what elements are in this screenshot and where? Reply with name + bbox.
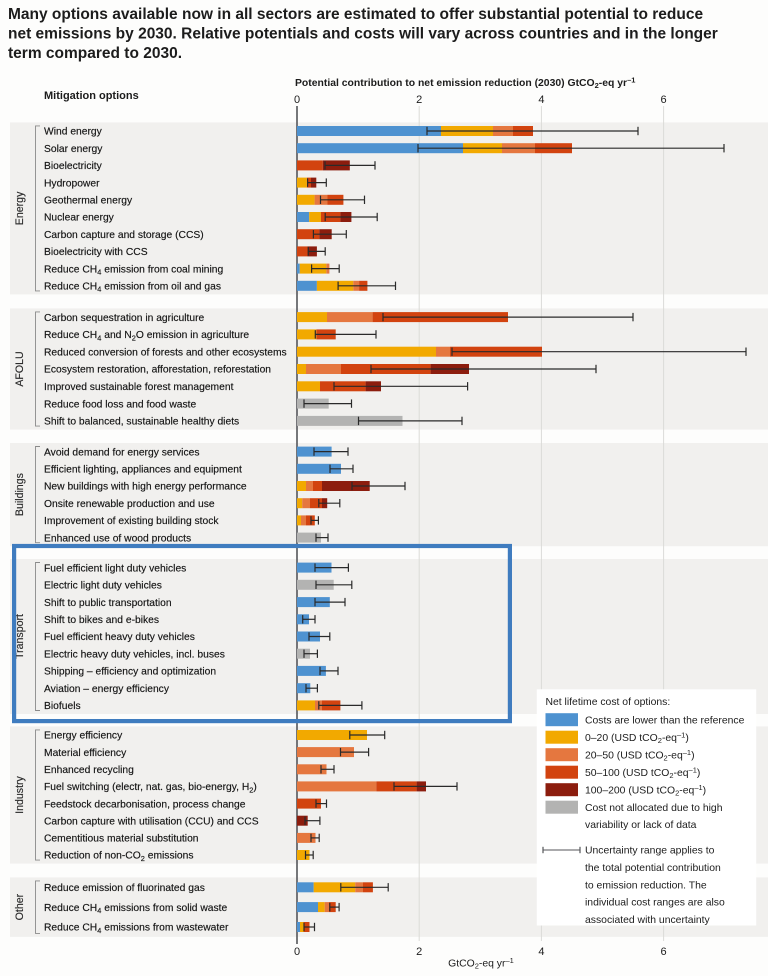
svg-text:50–100 (USD tCO2​-eq–1​): 50–100 (USD tCO2​-eq–1​) <box>585 766 700 781</box>
svg-text:Reduce CH4​ emissions from was: Reduce CH4​ emissions from wastewater <box>44 923 229 935</box>
svg-text:Enhanced use of wood products: Enhanced use of wood products <box>44 533 191 544</box>
svg-text:6: 6 <box>661 946 667 958</box>
svg-text:4: 4 <box>538 946 544 958</box>
svg-text:term compared to 2030.: term compared to 2030. <box>8 45 182 62</box>
svg-text:Reduced conversion of forests: Reduced conversion of forests and other … <box>44 347 287 358</box>
svg-text:100–200 (USD tCO2​-eq–1​): 100–200 (USD tCO2​-eq–1​) <box>585 783 706 798</box>
svg-text:Wind energy: Wind energy <box>44 127 103 138</box>
svg-text:associated with uncertainty: associated with uncertainty <box>585 915 711 926</box>
svg-text:Cementitious material substitu: Cementitious material substitution <box>44 834 199 845</box>
svg-text:AFOLU: AFOLU <box>14 351 26 386</box>
svg-text:Bioelectricity with CCS: Bioelectricity with CCS <box>44 247 148 258</box>
svg-text:Nuclear energy: Nuclear energy <box>44 213 115 224</box>
svg-text:Reduce food loss and food wast: Reduce food loss and food waste <box>44 399 197 410</box>
svg-text:Feedstock decarbonisation, pro: Feedstock decarbonisation, process chang… <box>44 799 246 810</box>
svg-text:Efficient lighting, appliances: Efficient lighting, appliances and equip… <box>44 465 242 476</box>
svg-text:Fuel switching (electr, nat. g: Fuel switching (electr, nat. gas, bio-en… <box>44 782 257 794</box>
svg-text:Bioelectricity: Bioelectricity <box>44 161 103 172</box>
svg-text:Electric heavy duty vehicles,: Electric heavy duty vehicles, incl. buse… <box>44 649 225 660</box>
svg-text:Reduce CH4​ emission from coal: Reduce CH4​ emission from coal mining <box>44 264 224 276</box>
svg-text:Avoid demand for energy servic: Avoid demand for energy services <box>44 447 200 458</box>
svg-text:to emission reduction. The: to emission reduction. The <box>585 880 707 891</box>
svg-text:Energy efficiency: Energy efficiency <box>44 731 123 742</box>
svg-text:Shift to balanced, sustainable: Shift to balanced, sustainable healthy d… <box>44 417 239 428</box>
svg-text:Costs are lower than the refer: Costs are lower than the reference <box>585 715 745 726</box>
svg-text:Enhanced recycling: Enhanced recycling <box>44 765 134 776</box>
svg-text:Solar energy: Solar energy <box>44 144 103 155</box>
svg-text:Cost not allocated due to high: Cost not allocated due to high <box>585 803 723 814</box>
svg-text:6: 6 <box>661 94 667 106</box>
svg-text:Shift to public transportation: Shift to public transportation <box>44 598 172 609</box>
svg-text:0: 0 <box>294 946 300 958</box>
svg-text:Mitigation options: Mitigation options <box>44 90 139 102</box>
svg-text:Improvement of existing buildi: Improvement of existing building stock <box>44 516 219 527</box>
svg-text:Shift to bikes and e-bikes: Shift to bikes and e-bikes <box>44 615 159 626</box>
svg-text:Other: Other <box>14 893 26 920</box>
svg-text:Carbon capture and storage (CC: Carbon capture and storage (CCS) <box>44 230 204 241</box>
svg-text:Electric light duty vehicles: Electric light duty vehicles <box>44 581 162 592</box>
svg-text:Fuel efficient heavy duty vehi: Fuel efficient heavy duty vehicles <box>44 632 195 643</box>
svg-text:GtCO2​-eq yr–1​: GtCO2​-eq yr–1​ <box>448 956 514 971</box>
svg-text:Potential contribution to net: Potential contribution to net emission r… <box>295 76 635 91</box>
svg-text:Fuel efficient light duty vehi: Fuel efficient light duty vehicles <box>44 563 186 574</box>
svg-text:variability or lack of data: variability or lack of data <box>585 820 697 831</box>
svg-text:Aviation – energy efficiency: Aviation – energy efficiency <box>44 684 170 695</box>
svg-text:Hydropower: Hydropower <box>44 178 100 189</box>
svg-text:2: 2 <box>416 946 422 958</box>
svg-text:Shipping – efficiency and opti: Shipping – efficiency and optimization <box>44 667 216 678</box>
svg-text:0: 0 <box>294 94 300 106</box>
svg-text:Industry: Industry <box>14 775 26 813</box>
svg-text:Buildings: Buildings <box>14 473 26 516</box>
svg-text:Ecosystem restoration, affores: Ecosystem restoration, afforestation, re… <box>44 365 271 376</box>
svg-text:Biofuels: Biofuels <box>44 701 81 712</box>
svg-text:20–50 (USD tCO2​-eq–1​): 20–50 (USD tCO2​-eq–1​) <box>585 748 695 763</box>
svg-text:Onsite renewable production an: Onsite renewable production and use <box>44 499 215 510</box>
svg-text:Net lifetime cost of options:: Net lifetime cost of options: <box>546 697 671 708</box>
svg-text:individual cost ranges are als: individual cost ranges are also <box>585 898 725 909</box>
svg-text:Carbon capture with utilisatio: Carbon capture with utilisation (CCU) an… <box>44 816 259 827</box>
svg-text:4: 4 <box>538 94 544 106</box>
svg-text:Improved sustainable forest ma: Improved sustainable forest management <box>44 382 234 393</box>
svg-text:Transport: Transport <box>14 614 26 659</box>
svg-text:Reduction of non-CO2​ emission: Reduction of non-CO2​ emissions <box>44 851 194 863</box>
svg-text:Reduce emission of fluorinated: Reduce emission of fluorinated gas <box>44 883 205 894</box>
svg-text:Reduce CH4​ and N2​O emission: Reduce CH4​ and N2​O emission in agricul… <box>44 330 249 342</box>
svg-text:Geothermal energy: Geothermal energy <box>44 196 133 207</box>
svg-text:0–20 (USD tCO2​-eq–1​): 0–20 (USD tCO2​-eq–1​) <box>585 731 689 746</box>
svg-text:Reduce CH4​ emissions from sol: Reduce CH4​ emissions from solid waste <box>44 903 228 915</box>
svg-text:New buildings with high energy: New buildings with high energy performan… <box>44 482 247 493</box>
svg-text:Uncertainty range applies to: Uncertainty range applies to <box>585 846 715 857</box>
svg-text:2: 2 <box>416 94 422 106</box>
svg-text:Energy: Energy <box>14 191 26 225</box>
svg-text:Carbon sequestration in agricu: Carbon sequestration in agriculture <box>44 313 205 324</box>
svg-text:net emissions by 2030. Relativ: net emissions by 2030. Relative potentia… <box>8 26 718 43</box>
svg-text:the total potential contributi: the total potential contribution <box>585 863 721 874</box>
svg-text:Many options available now in: Many options available now in all sector… <box>8 6 703 23</box>
svg-text:Reduce CH4​ emission from oil: Reduce CH4​ emission from oil and gas <box>44 282 221 294</box>
svg-text:Material efficiency: Material efficiency <box>44 748 127 759</box>
